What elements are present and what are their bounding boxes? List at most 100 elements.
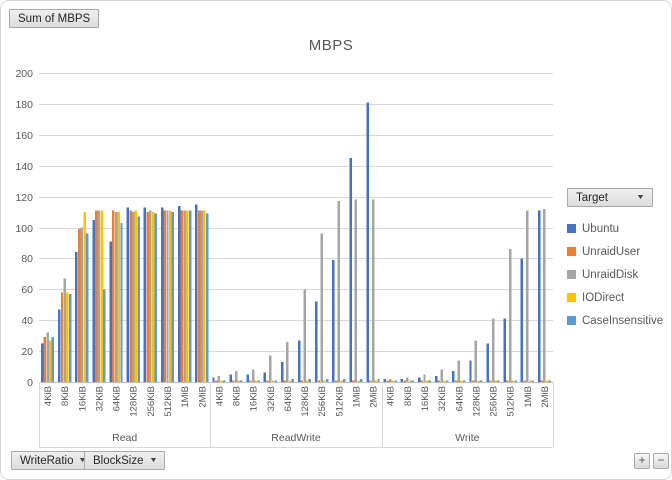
x-axis-category-label: 32KiB — [94, 386, 105, 411]
bar-ReadWrite-1MiB-CaseInsensitive — [360, 378, 363, 382]
legend-item-unraiduser[interactable]: UnraidUser — [567, 240, 669, 263]
y-axis-tick-label: 100 — [15, 223, 33, 235]
bar-Read-16KiB-IODirect — [83, 212, 86, 382]
axis-field-button-writeratio[interactable]: WriteRatio ▼ — [11, 451, 96, 470]
x-axis-category-label: 16KiB — [249, 386, 260, 411]
bar-chart-plot: 0 20 40 60 80 100 120 140 160 180 200 4KiB 8KiB 16KiB… — [1, 1, 671, 461]
axis-field-button-blocksize[interactable]: BlockSize ▼ — [84, 451, 166, 470]
x-axis-category-label: 128KiB — [129, 386, 140, 417]
bar-ReadWrite-512KiB-UnraidDisk — [337, 201, 341, 382]
y-axis-tick-label: 80 — [21, 253, 33, 265]
x-axis-category-label: 4KiB — [386, 386, 397, 406]
bar-Write-32KiB-UnraidUser — [437, 380, 441, 382]
bar-Write-2MiB-Ubuntu — [537, 210, 541, 382]
bar-Write-64KiB-UnraidDisk — [457, 360, 460, 382]
bar-Read-4KiB-CaseInsensitive — [51, 337, 55, 382]
bar-Write-2MiB-IODirect — [545, 380, 549, 382]
axis-field-label: WriteRatio — [20, 454, 74, 467]
expand-field-button[interactable]: + — [634, 453, 650, 469]
x-axis-category-label: 128KiB — [300, 386, 311, 417]
bar-Write-4KiB-UnraidUser — [386, 380, 389, 382]
y-axis-tick-label: 140 — [15, 161, 33, 173]
bar-Write-2MiB-CaseInsensitive — [548, 380, 552, 382]
bar-ReadWrite-128KiB-UnraidDisk — [303, 289, 306, 382]
bar-ReadWrite-256KiB-IODirect — [323, 380, 326, 382]
x-axis-category-label: 8KiB — [232, 386, 243, 406]
bar-Write-32KiB-CaseInsensitive — [445, 380, 449, 382]
x-axis-category-label: 2MiB — [369, 386, 380, 408]
x-axis-category-label: 256KiB — [146, 386, 157, 417]
bar-Write-128KiB-UnraidDisk — [474, 340, 478, 382]
bar-ReadWrite-1MiB-UnraidUser — [352, 380, 355, 382]
bar-Read-512KiB-IODirect — [168, 210, 172, 382]
bar-ReadWrite-512KiB-CaseInsensitive — [343, 378, 346, 382]
bar-Read-1MiB-IODirect — [186, 210, 189, 382]
bar-ReadWrite-16KiB-CaseInsensitive — [257, 380, 260, 382]
bar-ReadWrite-512KiB-Ubuntu — [332, 259, 335, 382]
value-field-button[interactable]: Sum of MBPS — [9, 9, 100, 28]
bar-Read-1MiB-Ubuntu — [178, 205, 181, 382]
bar-Read-128KiB-IODirect — [134, 210, 138, 382]
bar-Read-32KiB-UnraidUser — [95, 210, 98, 382]
x-axis-category-label: 2MiB — [197, 386, 208, 408]
bar-ReadWrite-256KiB-UnraidUser — [317, 380, 321, 382]
legend-field-label: Target — [576, 191, 608, 204]
bar-ReadWrite-2MiB-UnraidUser — [369, 380, 372, 382]
bar-Write-8KiB-IODirect — [408, 380, 412, 382]
bar-Write-512KiB-IODirect — [511, 380, 515, 382]
bar-Write-1MiB-UnraidDisk — [526, 210, 529, 382]
bar-Read-128KiB-UnraidUser — [129, 210, 132, 382]
bar-Read-1MiB-UnraidDisk — [183, 210, 186, 382]
x-axis-category-label: 64KiB — [112, 386, 123, 411]
bar-Write-8KiB-UnraidUser — [403, 380, 406, 382]
bar-Write-32KiB-IODirect — [443, 380, 446, 382]
legend-item-ubuntu[interactable]: Ubuntu — [567, 217, 669, 240]
bar-ReadWrite-64KiB-UnraidUser — [283, 380, 286, 382]
bar-Write-256KiB-IODirect — [494, 380, 497, 382]
legend-item-label: Ubuntu — [582, 222, 620, 235]
bar-Read-2MiB-Ubuntu — [195, 204, 198, 382]
legend-field-button[interactable]: Target ▼ — [567, 188, 653, 207]
x-axis-group-label: Read — [112, 432, 137, 444]
legend-item-iodirect[interactable]: IODirect — [567, 286, 669, 309]
bar-Read-64KiB-Ubuntu — [109, 241, 112, 382]
dropdown-arrow-icon: ▼ — [148, 457, 158, 464]
bar-Write-64KiB-IODirect — [460, 380, 463, 382]
bar-Read-128KiB-UnraidDisk — [132, 212, 135, 382]
x-axis-category-label: 1MiB — [523, 386, 534, 408]
legend-item-label: UnraidDisk — [582, 268, 639, 281]
legend: Target ▼ Ubuntu UnraidUser UnraidDisk IODir… — [567, 188, 669, 332]
x-axis-group-label: ReadWrite — [271, 432, 321, 444]
bar-Read-8KiB-Ubuntu — [58, 309, 61, 382]
bar-Write-32KiB-UnraidDisk — [440, 369, 443, 382]
bar-ReadWrite-32KiB-UnraidDisk — [269, 355, 272, 383]
bar-ReadWrite-1MiB-IODirect — [357, 380, 360, 382]
bar-ReadWrite-16KiB-Ubuntu — [246, 374, 249, 382]
bar-Write-256KiB-UnraidUser — [489, 380, 492, 382]
bar-ReadWrite-1MiB-UnraidDisk — [354, 199, 358, 382]
x-axis-category-label: 512KiB — [506, 386, 517, 417]
x-axis-category-label: 64KiB — [454, 386, 465, 411]
bar-ReadWrite-16KiB-IODirect — [254, 380, 258, 382]
legend-item-unraiddisk[interactable]: UnraidDisk — [567, 263, 669, 286]
bar-Read-256KiB-Ubuntu — [143, 207, 147, 382]
bar-ReadWrite-4KiB-IODirect — [220, 380, 223, 382]
bar-Write-16KiB-IODirect — [425, 380, 429, 382]
bar-ReadWrite-8KiB-CaseInsensitive — [240, 380, 243, 382]
bar-Read-1MiB-CaseInsensitive — [188, 210, 192, 382]
bar-ReadWrite-4KiB-Ubuntu — [212, 377, 215, 382]
bar-Write-512KiB-UnraidDisk — [508, 249, 512, 382]
collapse-field-button[interactable]: − — [653, 453, 669, 469]
bar-Read-32KiB-Ubuntu — [92, 219, 95, 382]
x-axis-category-label: 256KiB — [489, 386, 500, 417]
legend-item-caseinsensitive[interactable]: CaseInsensitive — [567, 309, 669, 332]
x-axis-category-label: 16KiB — [77, 386, 88, 411]
bar-ReadWrite-64KiB-CaseInsensitive — [291, 378, 295, 382]
x-axis-category-label: 128KiB — [471, 386, 482, 417]
bar-ReadWrite-4KiB-UnraidUser — [214, 380, 218, 382]
x-axis-category-label: 4KiB — [43, 386, 54, 406]
bar-Read-8KiB-UnraidDisk — [63, 278, 66, 383]
bar-ReadWrite-128KiB-IODirect — [306, 380, 309, 382]
bar-Read-4KiB-Ubuntu — [40, 343, 44, 383]
